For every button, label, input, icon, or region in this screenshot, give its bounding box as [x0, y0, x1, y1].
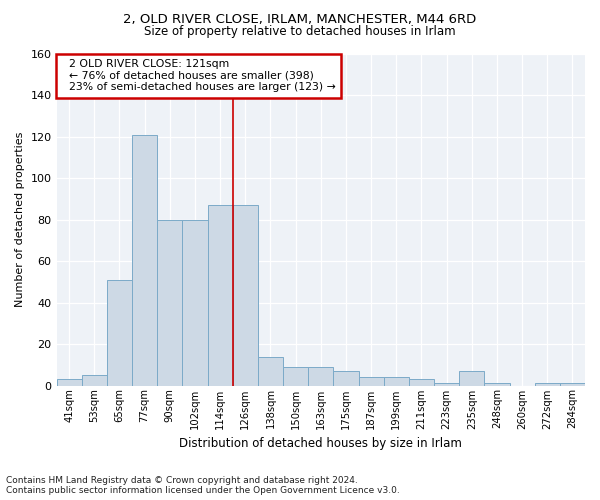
Bar: [258, 356, 283, 386]
Bar: [434, 384, 459, 386]
Y-axis label: Number of detached properties: Number of detached properties: [15, 132, 25, 308]
Text: 2, OLD RIVER CLOSE, IRLAM, MANCHESTER, M44 6RD: 2, OLD RIVER CLOSE, IRLAM, MANCHESTER, M…: [124, 12, 476, 26]
Bar: [82, 375, 107, 386]
Bar: [560, 384, 585, 386]
Bar: [107, 280, 132, 386]
Bar: [132, 135, 157, 386]
Bar: [56, 380, 82, 386]
Bar: [459, 371, 484, 386]
Bar: [535, 384, 560, 386]
Bar: [383, 377, 409, 386]
Bar: [283, 367, 308, 386]
Bar: [308, 367, 334, 386]
Bar: [409, 380, 434, 386]
Bar: [233, 206, 258, 386]
Text: Size of property relative to detached houses in Irlam: Size of property relative to detached ho…: [144, 25, 456, 38]
Text: 2 OLD RIVER CLOSE: 121sqm
  ← 76% of detached houses are smaller (398)
  23% of : 2 OLD RIVER CLOSE: 121sqm ← 76% of detac…: [62, 59, 335, 92]
Bar: [208, 206, 233, 386]
Bar: [484, 384, 509, 386]
Bar: [182, 220, 208, 386]
Bar: [334, 371, 359, 386]
Bar: [359, 377, 383, 386]
X-axis label: Distribution of detached houses by size in Irlam: Distribution of detached houses by size …: [179, 437, 462, 450]
Bar: [157, 220, 182, 386]
Text: Contains HM Land Registry data © Crown copyright and database right 2024.
Contai: Contains HM Land Registry data © Crown c…: [6, 476, 400, 495]
